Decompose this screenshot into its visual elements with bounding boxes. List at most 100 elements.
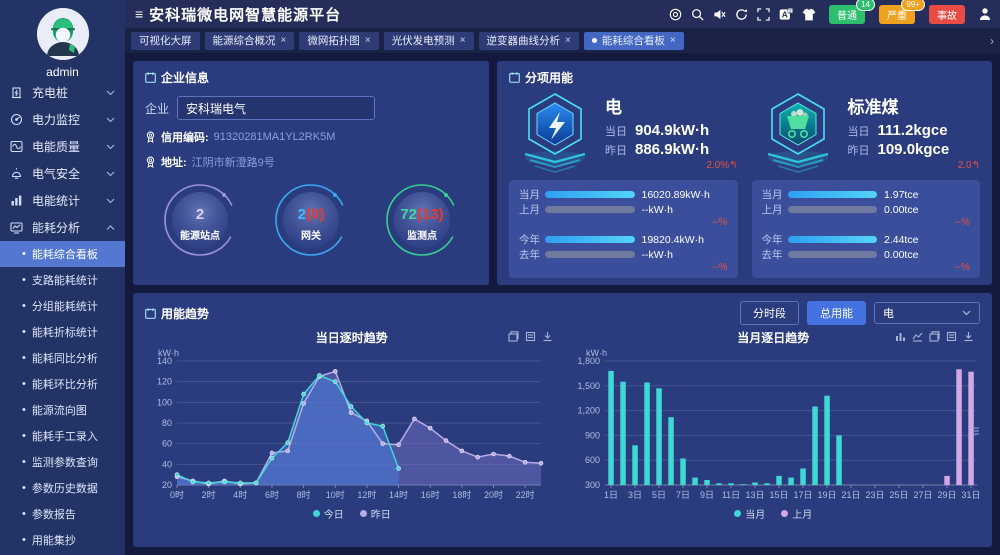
svg-text:2(0): 2(0) [298,206,325,223]
sidebar-subitem-param-report[interactable]: • 参数报告 [0,501,125,527]
legend-item-上月[interactable]: 上月 [781,506,812,521]
stat-row-今年: 今年 19820.4kW·h [519,232,728,247]
tab-inverter-curve[interactable]: 逆变器曲线分析 × [478,31,579,50]
stat-label: 上月 [761,204,783,216]
energy-type-select[interactable]: 电 [874,302,980,324]
legend-label: 昨日 [370,510,391,521]
tab-microgrid-topology[interactable]: 微网拓扑图 × [299,31,379,50]
stat-label: 今年 [761,234,783,246]
bullet-icon: • [22,352,26,364]
coal-yesterday-value: 109.0kgce [877,140,950,158]
sidebar-item-energy-statistics[interactable]: 电能统计 [0,187,125,214]
sidebar-item-power-monitoring[interactable]: 电力监控 [0,106,125,133]
tab-bar: 可视化大屏 能源综合概况 × 微网拓扑图 × 光伏发电预测 × 逆变器曲线分析 × 能耗综合看板 ×… [125,28,1000,53]
stat-value: 0.00tce [884,203,919,216]
svg-text:4时: 4时 [233,489,247,500]
legend-item-当月[interactable]: 当月 [734,506,765,521]
theme-shirt-icon[interactable] [802,8,816,21]
total-energy-button[interactable]: 总用能 [807,301,866,325]
interval-button[interactable]: 分时段 [740,301,799,325]
stat-circle-gateways: 2(0) 网关 [272,176,350,268]
tab-close-icon[interactable]: × [364,35,371,46]
refresh-icon[interactable] [735,8,748,21]
sidebar-subitem-group-energy-stats[interactable]: • 分组能耗统计 [0,293,125,319]
sidebar-item-label: 充电桩 [32,86,69,100]
sidebar-item-label: 电能统计 [32,194,81,208]
address-value: 江阴市新澄路9号 [191,157,275,169]
company-input[interactable] [177,96,376,120]
today-label: 当日 [605,125,627,138]
line-chart-icon[interactable] [912,331,923,342]
alert-normal[interactable]: 普通 14 [829,0,875,24]
sidebar-subitem-meter-reading[interactable]: • 用能集抄 [0,527,125,553]
sidebar-subitem-mom-analysis[interactable]: • 能耗环比分析 [0,371,125,397]
sidebar-item-charging-pile[interactable]: 充电桩 [0,79,125,106]
enterprise-panel-title: 企业信息 [161,71,210,85]
tab-close-icon[interactable]: × [669,35,676,46]
bullet-icon: • [22,430,26,442]
stat-label: 去年 [761,249,783,261]
panel-grid-icon [145,72,156,83]
tab-energy-overview[interactable]: 能源综合概况 × [204,31,295,50]
restore-icon[interactable] [929,331,940,342]
tab-close-icon[interactable]: × [459,35,466,46]
sidebar-subitem-param-history[interactable]: • 参数历史数据 [0,475,125,501]
avatar[interactable] [36,8,89,60]
lightning-icon [524,93,586,173]
data-zoom-handle-icon[interactable] [972,426,980,436]
tab-close-icon[interactable]: × [565,35,571,46]
user-profile: admin [0,0,125,79]
sidebar-subitem-energy-flow-diagram[interactable]: • 能源流向图 [0,397,125,423]
alert-badges: 普通 14 严重 99+ 事故 [829,0,965,24]
progress-fill [787,236,877,243]
tab-pv-forecast[interactable]: 光伏发电预测 × [383,31,474,50]
stat-circles: 2 能源站点 2(0) 网关 72(13) 监测点 [145,176,477,268]
panel-grid-icon [145,307,156,319]
bullet-icon: • [22,482,26,494]
user-icon[interactable] [978,7,992,21]
stat-circle-energy-stations: 2 能源站点 [161,176,239,268]
menu-toggle-icon[interactable]: ≡ [135,6,144,22]
chevron-down-icon [962,310,971,316]
data-view-icon[interactable] [946,331,957,342]
download-icon[interactable] [542,331,553,342]
target-icon[interactable] [669,8,682,21]
credit-code-value: 91320281MA1YL2RK5M [213,131,336,143]
stat-group: 当月 1.97tce 上月 0.00tce --% [761,187,971,229]
tab-visual-screen[interactable]: 可视化大屏 [131,31,200,50]
tab-label: 能源综合概况 [212,35,276,47]
svg-text:2时: 2时 [202,489,216,500]
sidebar-subitem-energy-dashboard[interactable]: • 能耗综合看板 [0,241,125,267]
bar-chart-icon[interactable] [895,331,906,342]
alert-accident[interactable]: 事故 [929,4,965,24]
legend-item-昨日[interactable]: 昨日 [359,506,391,521]
legend-item-今日[interactable]: 今日 [312,506,344,521]
restore-icon[interactable] [507,331,519,342]
mute-icon[interactable] [713,8,726,21]
sidebar-subitem-yoy-analysis[interactable]: • 能耗同比分析 [0,345,125,371]
sidebar-subitem-label: 参数报告 [31,509,76,521]
sidebar-item-power-quality[interactable]: 电能质量 [0,133,125,160]
sidebar-item-energy-analysis[interactable]: 能耗分析 [0,214,125,241]
tab-close-icon[interactable]: × [280,35,287,46]
sidebar-subitem-energy-conversion-stats[interactable]: • 能耗折标统计 [0,319,125,345]
energy-stat-rows-0: 当月 16020.89kW·h 上月 --kW·h --% 今年 19820.4kW·h 去年… [519,187,728,274]
search-icon[interactable] [691,8,704,21]
data-view-icon[interactable] [525,331,536,342]
tab-scroll-right-icon[interactable]: › [990,33,994,48]
svg-text:900: 900 [584,430,599,440]
sidebar-subitem-param-query[interactable]: • 监测参数查询 [0,449,125,475]
sidebar-subitem-branch-energy-stats[interactable]: • 支路能耗统计 [0,267,125,293]
tab-energy-dashboard[interactable]: 能耗综合看板 × [583,31,684,50]
sidebar-item-electrical-safety[interactable]: 电气安全 [0,160,125,187]
svg-text:2: 2 [196,206,204,223]
alert-severe[interactable]: 严重 99+ [879,0,925,24]
sidebar-subitem-manual-entry[interactable]: • 能耗手工录入 [0,423,125,449]
stat-label: 当月 [761,189,783,201]
fullscreen-icon[interactable] [757,7,770,21]
download-icon[interactable] [963,331,974,342]
svg-text:9日: 9日 [699,490,713,500]
company-label: 企业 [145,101,170,116]
